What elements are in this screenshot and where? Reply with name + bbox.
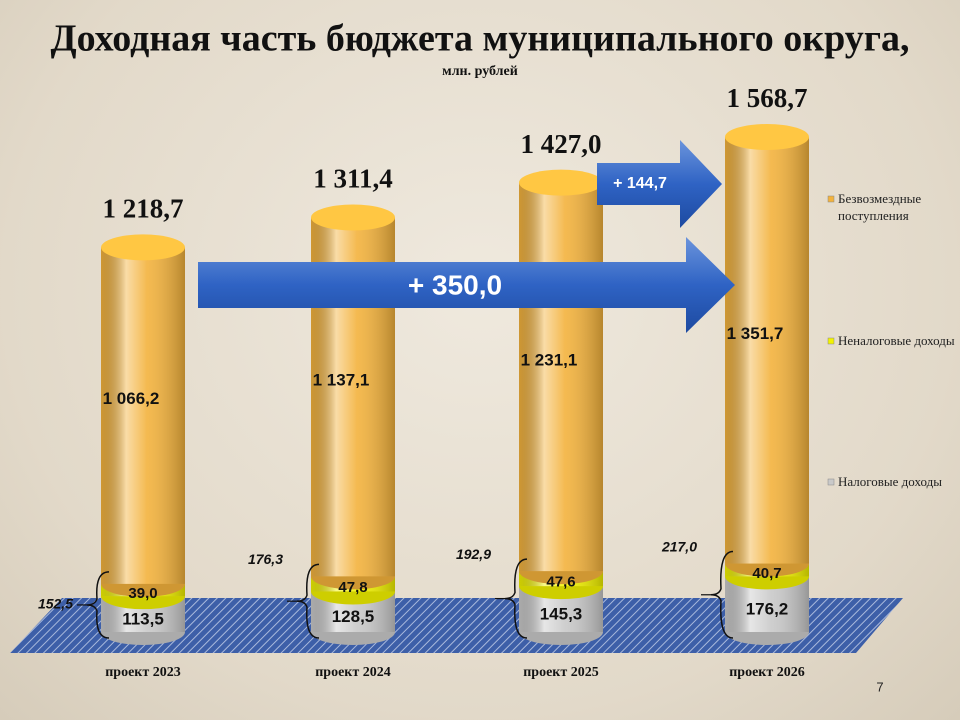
value-label: 128,5 xyxy=(332,607,375,626)
cylinder-top xyxy=(311,204,395,231)
value-label: 47,6 xyxy=(546,574,575,591)
floor xyxy=(10,598,903,653)
legend-marker xyxy=(827,337,835,345)
subtotal-label: 217,0 xyxy=(661,538,697,554)
value-label: 145,3 xyxy=(540,605,583,624)
arrow-label: + 144,7 xyxy=(613,175,667,192)
legend-marker xyxy=(827,478,835,486)
cylinder-shine xyxy=(725,137,809,564)
value-label: 1 231,1 xyxy=(521,350,578,369)
value-label: 1 351,7 xyxy=(727,324,784,343)
cylinder-shine xyxy=(519,182,603,572)
total-label: 1 568,7 xyxy=(727,83,808,113)
subtotal-label: 152,5 xyxy=(38,596,73,612)
total-label: 1 427,0 xyxy=(521,129,602,159)
arrow xyxy=(198,237,735,333)
subtotal-label: 176,3 xyxy=(248,551,283,567)
legend-label: Налоговые доходы xyxy=(838,474,942,489)
value-label: 39,0 xyxy=(128,585,157,602)
subtotal-label: 192,9 xyxy=(456,546,491,562)
category-label: проект 2026 xyxy=(729,665,805,680)
value-label: 176,2 xyxy=(746,600,789,619)
value-label: 113,5 xyxy=(122,610,164,629)
total-label: 1 311,4 xyxy=(313,164,393,194)
title: Доходная часть бюджета муниципального ок… xyxy=(50,18,909,60)
value-label: 47,8 xyxy=(338,579,367,596)
cylinder-top xyxy=(101,234,185,261)
legend-label: Безвозмездные поступления xyxy=(838,191,922,223)
value-label: 1 066,2 xyxy=(103,389,160,408)
value-label: 1 137,1 xyxy=(313,370,370,389)
page-number: 7 xyxy=(876,679,883,694)
category-label: проект 2024 xyxy=(315,665,391,680)
category-label: проект 2023 xyxy=(105,665,181,680)
cylinder-shine xyxy=(101,247,185,584)
arrow-label: + 350,0 xyxy=(408,269,502,300)
legend-label: Неналоговые доходы xyxy=(838,333,955,348)
cylinder-top xyxy=(725,124,809,150)
arrow xyxy=(597,140,722,228)
subtitle: млн. рублей xyxy=(442,64,518,79)
value-label: 40,7 xyxy=(752,565,781,582)
legend-marker xyxy=(827,195,835,203)
category-label: проект 2025 xyxy=(523,665,599,680)
cylinder-top xyxy=(519,169,603,196)
total-label: 1 218,7 xyxy=(103,194,184,224)
